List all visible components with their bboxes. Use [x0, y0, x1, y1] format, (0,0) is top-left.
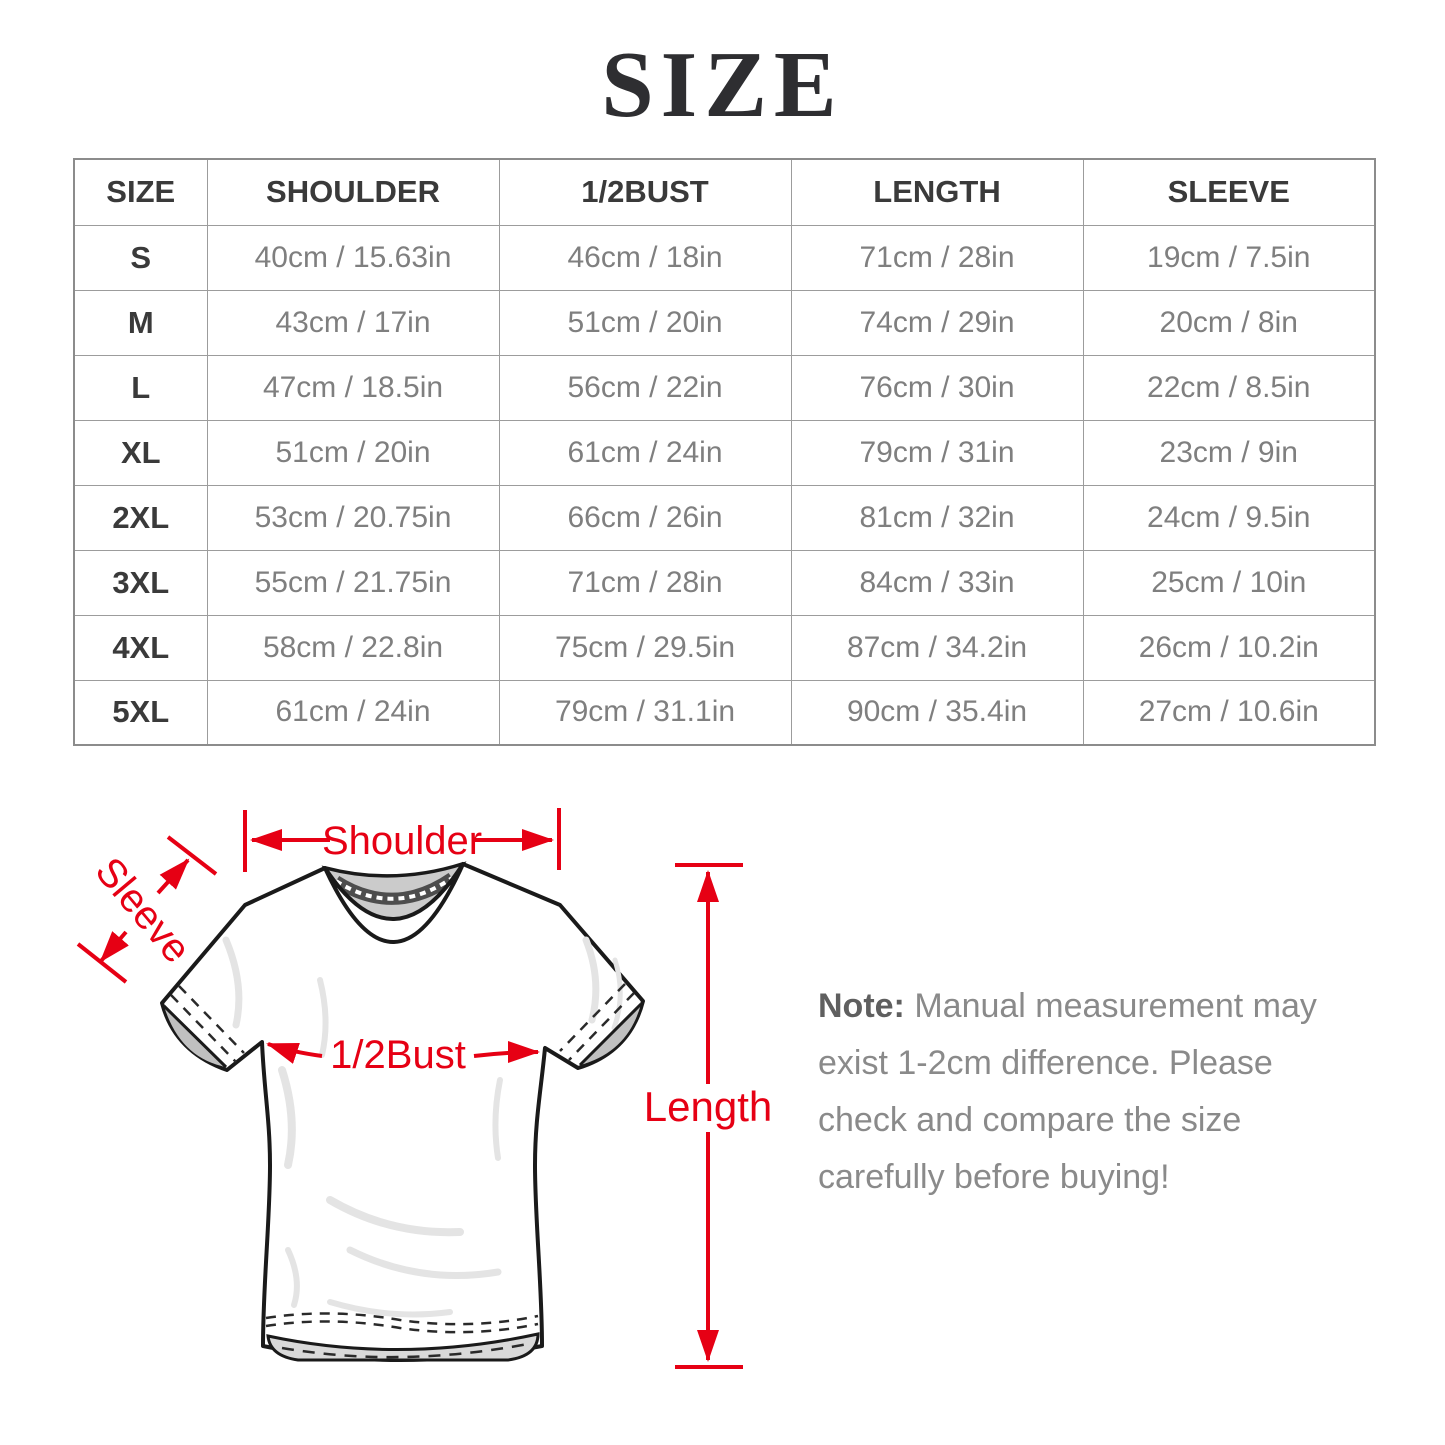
hem-stitch	[265, 1312, 539, 1326]
note-line-2: exist 1-2cm difference. Please	[818, 1044, 1273, 1082]
table-row: 3XL 55cm / 21.75in 71cm / 28in 84cm / 33…	[73, 549, 1376, 616]
table-cell: 22cm / 8.5in	[1082, 354, 1376, 421]
table-cell: 51cm / 20in	[498, 289, 792, 356]
wrinkle	[611, 957, 623, 1031]
collar-rib-stitch	[334, 876, 454, 901]
table-cell: 25cm / 10in	[1082, 549, 1376, 616]
size-label-cell: 3XL	[73, 549, 208, 616]
halfbust-measure-arrow: 1/2Bust	[266, 1033, 540, 1077]
length-label: Length	[644, 1083, 772, 1130]
wrinkle	[346, 1246, 502, 1279]
note-line-3: check and compare the size	[818, 1101, 1242, 1139]
shoulder-label: Shoulder	[322, 819, 482, 863]
table-row: L 47cm / 18.5in 56cm / 22in 76cm / 30in …	[73, 354, 1376, 421]
table-cell: 24cm / 9.5in	[1082, 484, 1376, 551]
table-cell: 23cm / 9in	[1082, 419, 1376, 486]
table-cell: 53cm / 20.75in	[206, 484, 500, 551]
table-row: 5XL 61cm / 24in 79cm / 31.1in 90cm / 35.…	[73, 679, 1376, 746]
wrinkle	[326, 1196, 464, 1237]
table-cell: 74cm / 29in	[790, 289, 1084, 356]
column-header-length: LENGTH	[790, 158, 1084, 226]
table-cell: 20cm / 8in	[1082, 289, 1376, 356]
wrinkle	[492, 1077, 503, 1161]
right-cuff-stitch	[559, 983, 626, 1052]
size-table: SIZE SHOULDER 1/2BUST LENGTH SLEEVE S 40…	[73, 158, 1376, 746]
size-label-cell: 4XL	[73, 614, 208, 681]
table-cell: 61cm / 24in	[498, 419, 792, 486]
shoulder-measure-arrow: Shoulder	[243, 808, 561, 872]
size-label-cell: M	[73, 289, 208, 356]
collar-front-band	[323, 862, 465, 944]
table-cell: 87cm / 34.2in	[790, 614, 1084, 681]
hem-band-stitch	[281, 1342, 529, 1359]
table-cell: 26cm / 10.2in	[1082, 614, 1376, 681]
size-label-cell: 2XL	[73, 484, 208, 551]
table-cell: 76cm / 30in	[790, 354, 1084, 421]
wrinkle	[285, 1247, 300, 1308]
table-cell: 84cm / 33in	[790, 549, 1084, 616]
table-cell: 40cm / 15.63in	[206, 224, 500, 291]
column-header-shoulder: SHOULDER	[206, 158, 500, 226]
table-cell: 47cm / 18.5in	[206, 354, 500, 421]
wrinkle	[317, 977, 329, 1058]
table-cell: 27cm / 10.6in	[1082, 679, 1376, 746]
size-label-cell: S	[73, 224, 208, 291]
table-row: M 43cm / 17in 51cm / 20in 74cm / 29in 20…	[73, 289, 1376, 356]
table-cell: 56cm / 22in	[498, 354, 792, 421]
note-line-4: carefully before buying!	[818, 1158, 1170, 1196]
tshirt-drawing	[160, 861, 645, 1362]
table-cell: 75cm / 29.5in	[498, 614, 792, 681]
table-row: S 40cm / 15.63in 46cm / 18in 71cm / 28in…	[73, 224, 1376, 291]
size-label-cell: L	[73, 354, 208, 421]
wrinkle	[278, 1066, 296, 1169]
column-header-halfbust: 1/2BUST	[498, 158, 792, 226]
wrinkle	[222, 936, 243, 1029]
table-header-row: SIZE SHOULDER 1/2BUST LENGTH SLEEVE	[73, 158, 1376, 226]
right-cuff-stitch	[568, 992, 635, 1061]
size-label-cell: 5XL	[73, 679, 208, 746]
page-title: SIZE	[601, 33, 844, 137]
column-header-size: SIZE	[73, 158, 208, 226]
wrinkle	[327, 1299, 453, 1318]
table-cell: 79cm / 31in	[790, 419, 1084, 486]
table-row: XL 51cm / 20in 61cm / 24in 79cm / 31in 2…	[73, 419, 1376, 486]
table-cell: 51cm / 20in	[206, 419, 500, 486]
left-cuff-stitch	[170, 994, 237, 1063]
note-prefix: Note:	[818, 987, 905, 1025]
table-row: 2XL 53cm / 20.75in 66cm / 26in 81cm / 32…	[73, 484, 1376, 551]
tshirt-measurement-diagram: Shoulder Sleeve 1/2Bust Length	[76, 808, 772, 1369]
length-measure-arrow: Length	[644, 863, 772, 1369]
wrinkle	[582, 936, 600, 1024]
table-row: 4XL 58cm / 22.8in 75cm / 29.5in 87cm / 3…	[73, 614, 1376, 681]
table-cell: 90cm / 35.4in	[790, 679, 1084, 746]
halfbust-label: 1/2Bust	[330, 1033, 466, 1077]
table-cell: 19cm / 7.5in	[1082, 224, 1376, 291]
table-cell: 79cm / 31.1in	[498, 679, 792, 746]
table-cell: 71cm / 28in	[790, 224, 1084, 291]
size-label-cell: XL	[73, 419, 208, 486]
right-cuff-fold	[578, 1002, 643, 1067]
hem-stitch	[265, 1320, 539, 1334]
left-cuff-stitch	[178, 985, 245, 1054]
table-cell: 81cm / 32in	[790, 484, 1084, 551]
note-line-1: Manual measurement may	[914, 987, 1317, 1025]
table-cell: 55cm / 21.75in	[206, 549, 500, 616]
sleeve-measure-arrow: Sleeve	[76, 835, 218, 984]
left-cuff-fold	[162, 1004, 228, 1069]
table-cell: 43cm / 17in	[206, 289, 500, 356]
column-header-sleeve: SLEEVE	[1082, 158, 1376, 226]
table-cell: 66cm / 26in	[498, 484, 792, 551]
table-cell: 46cm / 18in	[498, 224, 792, 291]
note-text: Note: Manual measurement may exist 1-2cm…	[818, 978, 1418, 1206]
table-cell: 71cm / 28in	[498, 549, 792, 616]
note-line: Note: Manual measurement may	[818, 978, 1418, 1035]
table-cell: 61cm / 24in	[206, 679, 500, 746]
table-cell: 58cm / 22.8in	[206, 614, 500, 681]
